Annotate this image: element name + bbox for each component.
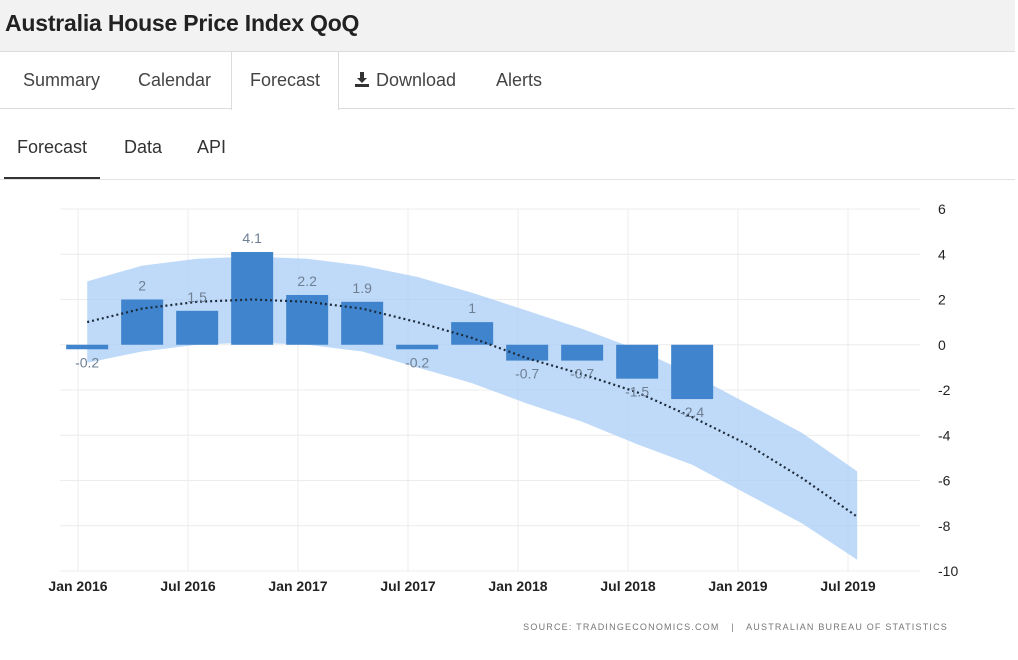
y-tick-label: 4 [938, 246, 946, 262]
forecast-chart: -0.2 2 1.5 4.1 2.2 1.9 -0.2 1 -0.7 -0.7 -1.5 -2.4 6… [48, 201, 958, 594]
bar-data-label: -1.5 [625, 384, 649, 400]
tab-alerts-label: Alerts [496, 70, 543, 90]
sub-tabs: Forecast Data API [0, 109, 1015, 180]
y-axis: 6 4 2 0 -2 -4 -6 -8 -10 [938, 201, 958, 579]
source-separator: | [731, 622, 735, 632]
x-tick-label: Jul 2017 [380, 578, 435, 594]
forecast-band-layer [87, 256, 858, 560]
title-bar: Australia House Price Index QoQ [0, 0, 1015, 52]
bar [396, 344, 439, 350]
x-axis: Jan 2016 Jul 2016 Jan 2017 Jul 2017 Jan 2018… [48, 578, 875, 594]
tab-calendar-label: Calendar [138, 70, 212, 90]
chart-area: -0.2 2 1.5 4.1 2.2 1.9 -0.2 1 -0.7 -0.7 -1.5 -2.4 6… [0, 181, 1015, 656]
data-labels-layer: -0.2 2 1.5 4.1 2.2 1.9 -0.2 1 -0.7 -0.7 -1.5 -2.4 [75, 230, 704, 420]
bar-data-label: 2.2 [297, 273, 317, 289]
subtab-forecast[interactable]: Forecast [3, 137, 101, 179]
trend-line-layer [86, 298, 858, 518]
subtab-data[interactable]: Data [124, 137, 163, 157]
source-note: SOURCE: TRADINGECONOMICS.COM | AUSTRALIA… [523, 622, 948, 632]
x-tick-label: Jul 2019 [820, 578, 875, 594]
bar [341, 301, 384, 345]
tab-summary[interactable]: Summary [5, 52, 118, 109]
subtab-api[interactable]: API [197, 137, 227, 157]
bar [561, 344, 604, 361]
download-icon [354, 54, 370, 111]
forecast-band [87, 256, 858, 560]
tab-forecast-label: Forecast [250, 70, 321, 90]
x-tick-label: Jan 2018 [488, 578, 547, 594]
bar-data-label: 1.5 [187, 289, 207, 305]
bar [451, 322, 494, 345]
bar [506, 344, 549, 361]
x-tick-label: Jul 2018 [600, 578, 655, 594]
y-tick-label: -8 [938, 518, 951, 534]
main-tabs: Summary Calendar Forecast Download Alert… [0, 52, 1015, 110]
source-origin: AUSTRALIAN BUREAU OF STATISTICS [746, 622, 948, 632]
tab-download-label: Download [376, 70, 457, 90]
x-tick-label: Jan 2016 [48, 578, 107, 594]
bar-data-label: 1 [468, 300, 476, 316]
tab-download[interactable]: Download [336, 52, 474, 109]
y-tick-label: 0 [938, 337, 946, 353]
bar [616, 344, 659, 379]
bar-data-label: -0.7 [515, 366, 539, 382]
bar-data-label: -0.2 [405, 354, 429, 370]
y-tick-label: -6 [938, 473, 951, 489]
source-label: SOURCE: [523, 622, 573, 632]
tab-alerts[interactable]: Alerts [478, 52, 560, 109]
bar-data-label: 2 [138, 278, 146, 294]
bar [286, 294, 329, 345]
tab-summary-label: Summary [23, 70, 101, 90]
y-tick-label: -2 [938, 382, 951, 398]
bar [176, 310, 219, 345]
tab-calendar[interactable]: Calendar [120, 52, 229, 109]
bar-data-label: 1.9 [352, 280, 372, 296]
bar-data-label: -0.7 [570, 366, 594, 382]
trend-line [86, 298, 858, 518]
page-title: Australia House Price Index QoQ [5, 10, 360, 36]
x-tick-label: Jul 2016 [160, 578, 215, 594]
bar [671, 344, 714, 400]
source-provider: TRADINGECONOMICS.COM [576, 622, 720, 632]
y-tick-label: -10 [938, 563, 958, 579]
bar-data-label: -0.2 [75, 354, 99, 370]
bar [66, 344, 109, 350]
y-tick-label: 2 [938, 292, 946, 308]
y-tick-label: -4 [938, 427, 951, 443]
bar [231, 251, 274, 345]
y-tick-label: 6 [938, 201, 946, 217]
tab-forecast[interactable]: Forecast [231, 52, 340, 110]
x-tick-label: Jan 2017 [268, 578, 327, 594]
x-tick-label: Jan 2019 [708, 578, 767, 594]
bar-data-label: 4.1 [242, 230, 262, 246]
bar-data-label: -2.4 [680, 404, 704, 420]
